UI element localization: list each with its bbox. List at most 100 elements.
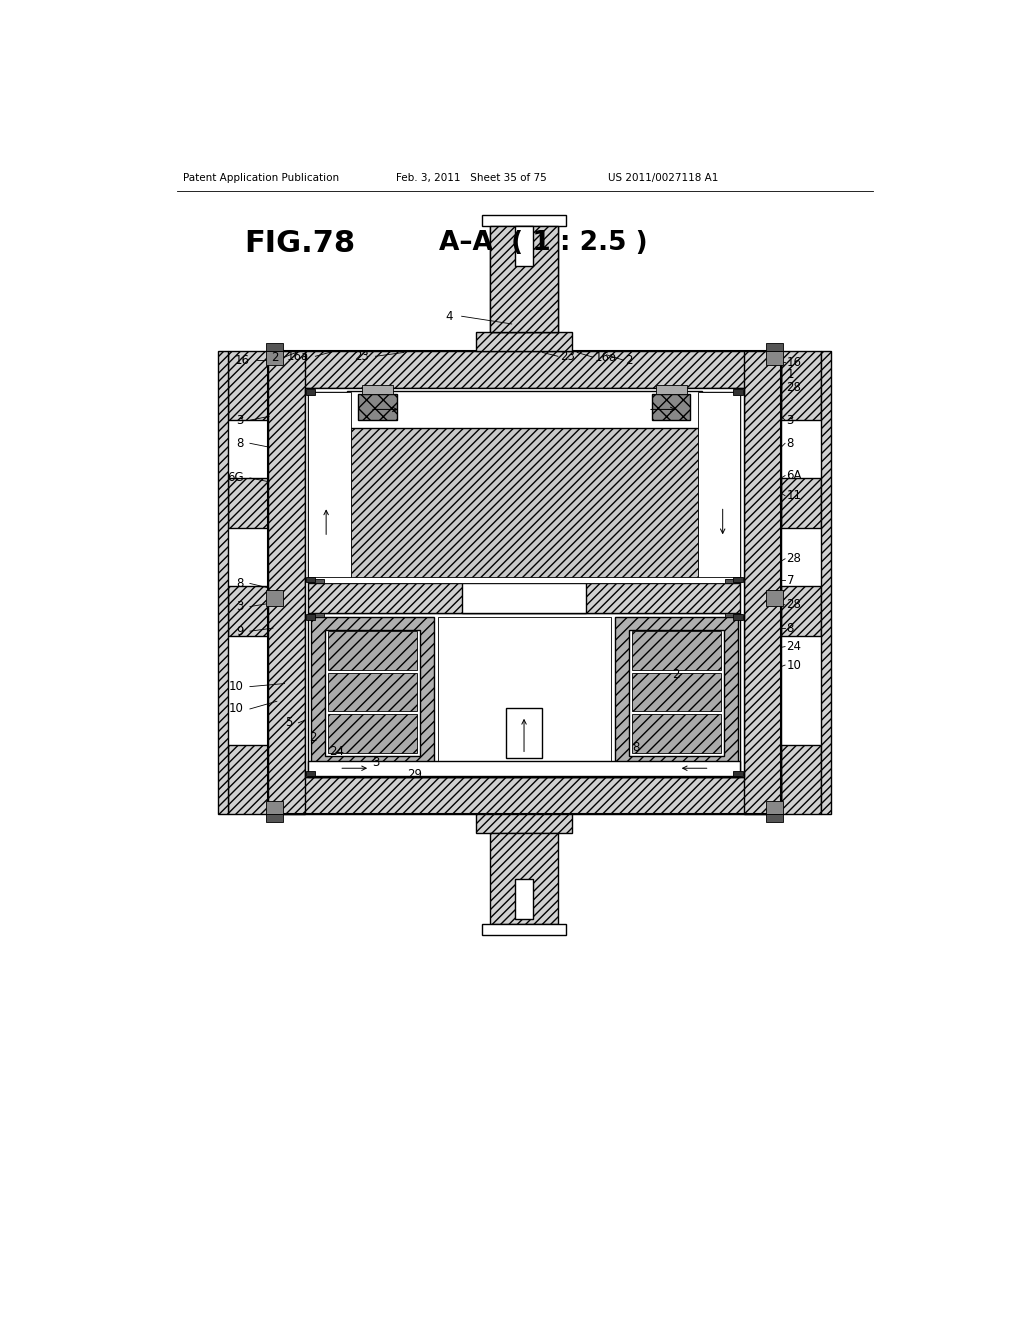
Text: 3: 3 xyxy=(237,413,244,426)
Bar xyxy=(310,616,434,770)
Bar xyxy=(227,586,267,636)
Bar xyxy=(306,771,315,776)
Bar xyxy=(632,714,721,752)
Bar xyxy=(766,590,782,606)
Text: 2: 2 xyxy=(271,351,279,363)
Bar xyxy=(733,771,742,776)
Text: 8: 8 xyxy=(632,741,639,754)
Bar xyxy=(438,616,611,774)
Text: 2: 2 xyxy=(672,668,679,681)
Bar xyxy=(476,333,571,351)
Bar xyxy=(490,226,558,333)
Text: 16a: 16a xyxy=(595,351,617,363)
Bar xyxy=(725,578,740,583)
Bar xyxy=(614,616,738,770)
Bar xyxy=(821,351,831,814)
Bar xyxy=(358,395,397,420)
Text: 28: 28 xyxy=(786,598,802,611)
Text: A–A  ( 1 : 2.5 ): A–A ( 1 : 2.5 ) xyxy=(438,230,647,256)
Bar xyxy=(781,744,821,814)
Text: 1: 1 xyxy=(786,367,794,380)
Text: 6A: 6A xyxy=(786,469,802,482)
Text: Feb. 3, 2011   Sheet 35 of 75: Feb. 3, 2011 Sheet 35 of 75 xyxy=(396,173,547,182)
Text: 3: 3 xyxy=(373,756,380,770)
Bar xyxy=(490,226,558,333)
Text: 2: 2 xyxy=(309,731,316,744)
Text: 2: 2 xyxy=(625,354,633,367)
Text: 8: 8 xyxy=(237,577,244,590)
Text: 8: 8 xyxy=(237,437,244,450)
Bar xyxy=(733,614,742,619)
Bar xyxy=(267,777,781,814)
Bar xyxy=(698,392,740,583)
Bar xyxy=(306,389,315,395)
Bar xyxy=(306,614,315,619)
Bar xyxy=(328,631,417,669)
Text: 16: 16 xyxy=(234,354,250,367)
Bar xyxy=(733,577,742,582)
Text: 7: 7 xyxy=(786,574,794,587)
Text: 8: 8 xyxy=(786,437,794,450)
Text: 24: 24 xyxy=(329,744,344,758)
Bar xyxy=(476,814,571,833)
Bar xyxy=(632,673,721,711)
Bar xyxy=(267,351,781,388)
Bar xyxy=(725,612,740,618)
Bar xyxy=(308,583,740,612)
Text: 16: 16 xyxy=(786,356,802,370)
Text: 6G: 6G xyxy=(227,471,244,484)
Bar xyxy=(308,612,740,777)
Bar xyxy=(351,392,698,583)
Bar xyxy=(482,924,565,935)
Bar xyxy=(266,590,283,606)
Bar xyxy=(781,478,821,528)
Text: 28: 28 xyxy=(786,381,802,395)
Bar xyxy=(328,714,417,752)
Bar xyxy=(490,833,558,924)
Bar xyxy=(308,392,351,583)
Bar xyxy=(308,392,740,583)
Bar xyxy=(632,631,721,669)
Bar xyxy=(781,351,821,420)
Bar xyxy=(463,583,586,612)
Bar xyxy=(781,586,821,636)
Bar xyxy=(308,760,740,776)
Bar xyxy=(306,577,315,582)
Bar xyxy=(733,389,742,395)
Bar xyxy=(227,744,267,814)
Bar xyxy=(652,395,690,420)
Text: 5: 5 xyxy=(285,717,292,730)
Text: 9: 9 xyxy=(237,624,244,638)
Text: 10: 10 xyxy=(786,659,802,672)
Text: Patent Application Publication: Patent Application Publication xyxy=(183,173,339,182)
Bar xyxy=(227,351,267,420)
Bar xyxy=(766,814,782,822)
Text: 24: 24 xyxy=(786,640,802,653)
Bar xyxy=(308,578,324,583)
Bar xyxy=(744,351,781,814)
Bar xyxy=(482,215,565,226)
Bar xyxy=(266,800,283,814)
Text: US 2011/0027118 A1: US 2011/0027118 A1 xyxy=(608,173,718,182)
Text: 10: 10 xyxy=(229,702,244,715)
Bar xyxy=(266,351,283,364)
Text: 4: 4 xyxy=(444,310,453,323)
Bar xyxy=(347,391,701,428)
Bar xyxy=(506,708,542,758)
Bar xyxy=(328,673,417,711)
Bar xyxy=(655,385,686,395)
Text: 23: 23 xyxy=(354,350,370,363)
Text: 11: 11 xyxy=(786,490,802,502)
Text: 8: 8 xyxy=(786,622,794,635)
Bar xyxy=(766,343,782,351)
Text: 3: 3 xyxy=(237,601,244,612)
Bar xyxy=(629,631,724,756)
Bar xyxy=(267,351,304,814)
Bar xyxy=(304,388,744,777)
Bar xyxy=(308,612,324,618)
Bar xyxy=(325,631,420,756)
Bar xyxy=(266,343,283,351)
Bar xyxy=(766,351,782,364)
Bar xyxy=(515,226,534,267)
Text: FIG.78: FIG.78 xyxy=(245,228,355,257)
